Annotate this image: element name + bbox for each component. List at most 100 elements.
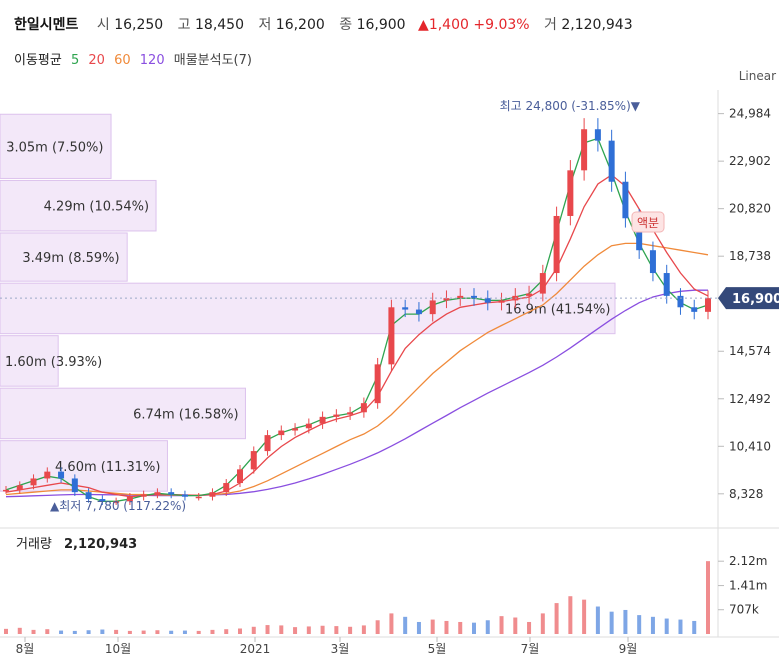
candle-body [195,496,202,499]
volume-bar [210,629,215,634]
candle-body [16,485,23,490]
volume-bar [568,596,573,634]
ma-120-label[interactable]: 120 [139,53,165,68]
low-value: 16,200 [275,17,325,33]
close-label: 종 [339,17,353,33]
candle-body [71,478,78,493]
volume-profile-label: 16.9m (41.54%) [505,302,610,317]
volume-profile-label[interactable]: 매물분석도(7) [173,53,252,68]
volume-bar [45,629,50,634]
candle-body [388,307,395,365]
volume-tick-label: 1.41m [729,579,767,593]
candle-body [608,140,615,182]
volume-bar [499,616,504,634]
candle-body [209,492,216,497]
volume-bar [650,616,655,634]
candle-body [126,496,133,502]
volume-bar [472,622,476,634]
candle-body [360,403,367,413]
volume-bar [251,626,256,634]
open-value: 16,250 [114,17,164,33]
ma-5-label[interactable]: 5 [70,53,80,68]
volume-profile-label: 3.49m (8.59%) [22,251,119,266]
volume-bar [416,621,421,634]
candle-body [305,423,312,429]
volume-bar [182,630,187,634]
candle-body [250,451,257,470]
volume-profile-label: 3.05m (7.50%) [6,140,103,155]
volume-bar [127,630,132,634]
time-tick-label: 7월 [521,642,540,656]
candle-body [347,412,354,415]
candle-body [292,428,299,431]
volume-bar [389,613,394,634]
stock-name: 한일시멘트 [14,17,79,33]
low-label: 저 [258,17,272,33]
price-tick-label: 8,328 [729,487,763,501]
volume-label: 거 [544,17,557,33]
time-tick-label: 2021 [240,642,271,656]
volume-bar [375,620,380,634]
volume-bar [59,630,64,634]
time-tick-label: 5월 [428,642,447,656]
volume-profile-bar [0,335,59,387]
ma-60-label[interactable]: 60 [114,53,131,68]
volume-panel-value: 2,120,943 [64,537,137,552]
candle-body [471,295,477,299]
volume-bar [86,630,91,634]
change-percent: +9.03% [473,17,530,33]
candle-body [581,129,588,171]
candle-body [443,298,450,301]
volume-tick-label: 2.12m [729,554,767,568]
candle-body [594,129,601,141]
candle-body [498,300,505,303]
current-price-badge [718,287,779,310]
volume-bar [265,625,270,634]
candle-body [526,293,533,296]
ma-60-line [5,242,709,496]
ex-dividend-label: 액분 [637,216,659,230]
volume-bar [403,616,408,634]
volume-bar [306,626,311,634]
price-tick-label: 24,984 [729,107,771,121]
candle-body [44,471,51,479]
candle-body [402,307,409,310]
candle-body [622,181,629,219]
candle-body [278,430,285,436]
time-axis: 8월 10월 2021 3월 5월 7월 9월 [16,637,637,656]
volume-profile-bar [0,282,616,335]
open-label: 시 [96,17,110,33]
candle-body [319,416,326,424]
candle-body [484,298,491,303]
candle-body [223,483,230,493]
volume-profile: 3.05m (7.50%) 4.29m (10.54%) 3.49m (8.59%)… [0,113,616,492]
candle-body [264,435,271,452]
high-label: 고 [177,17,191,33]
volume-profile-label: 4.60m (11.31%) [55,460,160,475]
price-tick-label: 22,902 [729,154,771,168]
volume-profile-bar [0,113,112,179]
close-value: 16,900 [356,17,406,33]
volume-bar [430,619,435,634]
candle-body [99,499,106,502]
stock-header: 한일시멘트 시 16,250 고 18,450 저 16,200 종 16,90… [14,14,641,34]
moving-average-legend[interactable]: 이동평균 5 20 60 120 매물분석도(7) [14,49,257,68]
volume-bar [582,599,587,634]
candle-body [168,492,175,495]
volume-bar [279,625,284,634]
time-tick-label: 8월 [16,642,35,656]
ma-5-line [5,137,709,502]
volume-bar [554,603,559,634]
candle-body [457,295,464,299]
candle-body [539,273,546,294]
price-candles [3,118,711,505]
ma-20-label[interactable]: 20 [88,53,105,68]
scale-mode-label: Linear [739,69,776,83]
volume-bar [444,620,449,634]
candle-body [85,492,92,500]
candle-body [58,471,65,479]
low-price-annotation: ▲최저 7,780 (117.22%) [50,499,186,513]
change-value: ▲1,400 [418,17,469,33]
volume-bar [692,620,697,634]
